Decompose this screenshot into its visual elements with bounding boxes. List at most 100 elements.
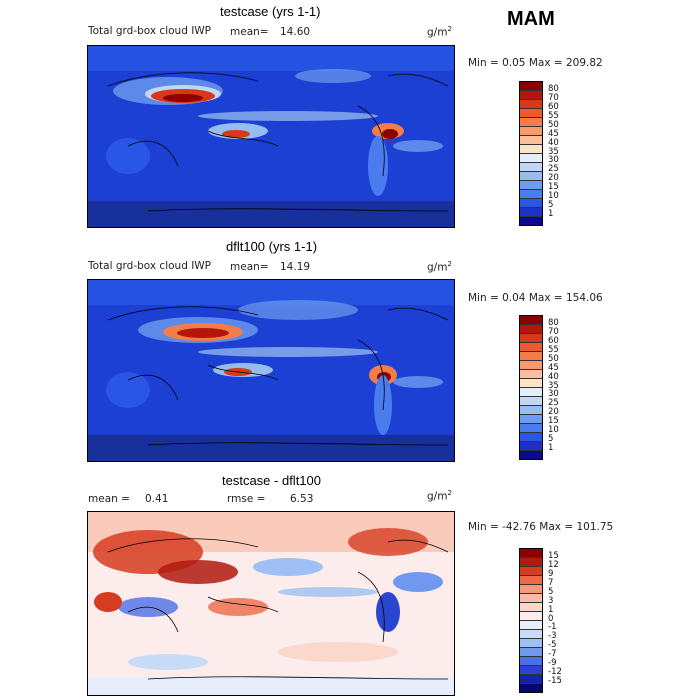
panel1-title: testcase (yrs 1-1) [220, 4, 321, 19]
panel3-colorbar [519, 548, 543, 693]
colorbar-tick-label: 15 [548, 550, 559, 561]
panel1-map [87, 45, 455, 228]
panel1-minmax: Min = 0.05 Max = 209.82 [468, 57, 603, 69]
panel3-title: testcase - dflt100 [222, 473, 321, 488]
colorbar-tick-label: 35 [548, 146, 559, 157]
colorbar-tick-label: 40 [548, 371, 559, 382]
colorbar-segment [520, 82, 542, 91]
colorbar-segment [520, 379, 542, 388]
colorbar-segment [520, 442, 542, 451]
colorbar-segment [520, 549, 542, 558]
colorbar-segment [520, 136, 542, 145]
season-label: MAM [507, 8, 555, 30]
colorbar-tick-label: 25 [548, 164, 559, 175]
colorbar-tick-label: 45 [548, 128, 559, 139]
panel3-colorbar-labels: 15 12 9 7 5 3 1 0 -1 -3 -5 -7 -9 -12 -15 [548, 548, 578, 691]
colorbar-segment [520, 594, 542, 603]
colorbar-segment [520, 343, 542, 352]
colorbar-tick-label: 20 [548, 173, 559, 184]
colorbar-segment [520, 190, 542, 199]
colorbar-segment [520, 406, 542, 415]
colorbar-tick-label: 50 [548, 119, 559, 130]
panel3-rmse-label: rmse = [227, 493, 266, 505]
colorbar-segment [520, 648, 542, 657]
colorbar-tick-label: 5 [548, 434, 554, 445]
colorbar-tick-label: 0 [548, 613, 554, 624]
colorbar-segment [520, 208, 542, 217]
colorbar-tick-label: -7 [548, 649, 557, 660]
colorbar-segment [520, 361, 542, 370]
colorbar-segment [520, 612, 542, 621]
panel2-colorbar [519, 315, 543, 460]
colorbar-tick-label: 80 [548, 317, 559, 328]
colorbar-segment [520, 163, 542, 172]
colorbar-segment [520, 684, 542, 692]
panel3-rmse-value: 6.53 [290, 493, 314, 505]
colorbar-segment [520, 603, 542, 612]
colorbar-tick-label: 15 [548, 182, 559, 193]
colorbar-tick-label: 45 [548, 362, 559, 373]
colorbar-segment [520, 675, 542, 684]
colorbar-segment [520, 217, 542, 225]
colorbar-segment [520, 325, 542, 334]
colorbar-tick-label: 70 [548, 326, 559, 337]
colorbar-segment [520, 154, 542, 163]
colorbar-tick-label: 60 [548, 335, 559, 346]
colorbar-tick-label: 55 [548, 344, 559, 355]
colorbar-tick-label: 60 [548, 101, 559, 112]
colorbar-tick-label: 15 [548, 416, 559, 427]
colorbar-tick-label: 80 [548, 83, 559, 94]
panel3-unit: g/m2 [427, 489, 452, 503]
panel2-subtitle: Total grd-box cloud IWP [88, 260, 212, 272]
panel1-colorbar-labels: 80 70 60 55 50 45 40 35 30 25 20 15 10 5 1 [548, 81, 578, 224]
colorbar-tick-label: 25 [548, 398, 559, 409]
panel3-map-svg [88, 512, 454, 695]
colorbar-tick-label: 5 [548, 200, 554, 211]
colorbar-segment [520, 657, 542, 666]
panel2-colorbar-labels: 80 70 60 55 50 45 40 35 30 25 20 15 10 5 1 [548, 315, 578, 458]
colorbar-segment [520, 576, 542, 585]
colorbar-tick-label: 50 [548, 353, 559, 364]
colorbar-tick-label: 20 [548, 407, 559, 418]
colorbar-segment [520, 181, 542, 190]
colorbar-segment [520, 199, 542, 208]
colorbar-segment [520, 424, 542, 433]
colorbar-tick-label: 55 [548, 110, 559, 121]
colorbar-segment [520, 397, 542, 406]
colorbar-segment [520, 585, 542, 594]
panel1-mean-label: mean= [230, 26, 269, 38]
colorbar-segment [520, 567, 542, 576]
colorbar-tick-label: 1 [548, 604, 554, 615]
panel2-mean-value: 14.19 [280, 261, 311, 273]
panel3-mean-value: 0.41 [145, 493, 169, 505]
colorbar-tick-label: 1 [548, 443, 554, 454]
colorbar-tick-label: 35 [548, 380, 559, 391]
colorbar-tick-label: 5 [548, 586, 554, 597]
colorbar-segment [520, 630, 542, 639]
colorbar-tick-label: 10 [548, 425, 559, 436]
colorbar-segment [520, 127, 542, 136]
panel1-subtitle: Total grd-box cloud IWP [88, 25, 212, 37]
colorbar-tick-label: 9 [548, 568, 554, 579]
panel2-map-svg [88, 280, 454, 461]
colorbar-tick-label: 40 [548, 137, 559, 148]
panel3-minmax: Min = -42.76 Max = 101.75 [468, 521, 614, 533]
colorbar-segment [520, 666, 542, 675]
colorbar-segment [520, 451, 542, 459]
panel1-colorbar [519, 81, 543, 226]
colorbar-segment [520, 352, 542, 361]
panel3-map [87, 511, 455, 696]
colorbar-tick-label: -12 [548, 667, 562, 678]
panel2-unit: g/m2 [427, 260, 452, 274]
colorbar-tick-label: 10 [548, 191, 559, 202]
colorbar-segment [520, 415, 542, 424]
colorbar-segment [520, 109, 542, 118]
colorbar-segment [520, 621, 542, 630]
colorbar-tick-label: 12 [548, 559, 559, 570]
panel3-mean-label: mean = [88, 493, 130, 505]
colorbar-tick-label: 7 [548, 577, 554, 588]
panel2-title: dflt100 (yrs 1-1) [226, 239, 318, 254]
colorbar-segment [520, 145, 542, 154]
colorbar-segment [520, 118, 542, 127]
panel1-map-svg [88, 46, 454, 227]
